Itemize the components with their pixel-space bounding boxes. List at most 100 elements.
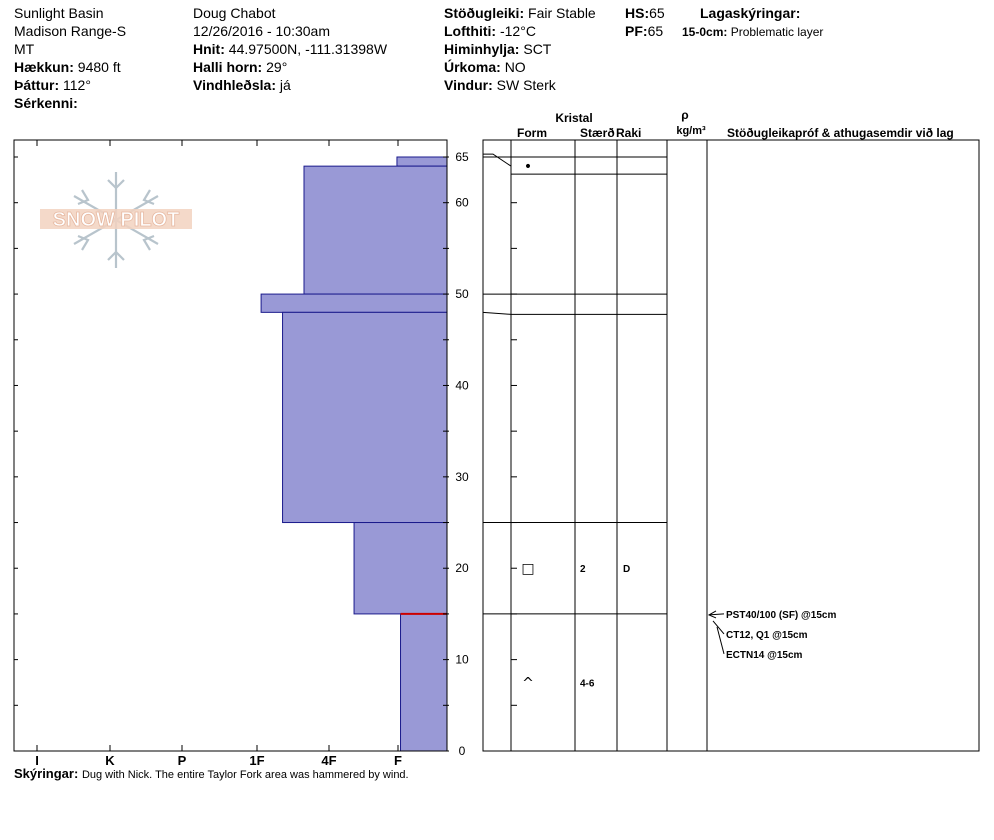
col-size: Stærð (580, 126, 615, 140)
layer-connector (482, 311, 512, 315)
hardness-bar (353, 522, 448, 615)
hs-label: HS: (625, 5, 650, 21)
crystal-form: ^ (522, 675, 534, 691)
test-pointer (712, 620, 725, 635)
sky-label: Himinhylja: (444, 41, 520, 57)
elevation-label: Hækkun: (14, 59, 74, 75)
stability-test-label: CT12, Q1 @15cm (726, 630, 808, 641)
aspect-label: Þáttur: (14, 77, 60, 93)
x-tick-label: F (394, 753, 402, 768)
x-tick-label: I (35, 753, 39, 768)
stability-test-label: ECTN14 @15cm (726, 650, 803, 661)
hs-value: 65 (649, 5, 665, 21)
crystal-moisture: D (623, 564, 630, 575)
location-line3: MT (14, 41, 35, 57)
snow-depth-block: HS:65 PF:65 (625, 4, 665, 40)
pf-value: 65 (647, 23, 664, 39)
stability-value: Fair Stable (528, 5, 596, 21)
slope-value: 29° (266, 59, 288, 75)
crystal-size: 4-6 (580, 678, 595, 689)
layer-connector (483, 153, 512, 167)
col-crystal: Kristal (555, 111, 592, 125)
y-tick-label: 50 (455, 287, 469, 301)
legend-range: 15-0cm: (682, 25, 728, 39)
features-label: Sérkenni: (14, 95, 78, 111)
location-line1: Sunlight Basin (14, 5, 104, 21)
location-block: Sunlight Basin Madison Range-S MT Hækkun… (14, 4, 126, 112)
conditions-block: Stöðugleiki: Fair Stable Lofthiti: -12°C… (444, 4, 596, 94)
aspect: Þáttur: 112° (14, 76, 126, 94)
comments: Skýringar: Dug with Nick. The entire Tay… (14, 766, 409, 781)
coords-label: Hnit: (193, 41, 225, 57)
datetime: 12/26/2016 - 10:30am (193, 23, 330, 39)
col-moisture: Raki (616, 126, 641, 140)
observer: Doug Chabot (193, 5, 276, 21)
chart-layer: 0 10 20 30 40 50 60 65 I K P 1F 4F F • □ 2 D ^ 4-6 PST40/100… (13, 139, 980, 768)
legend-title: Lagaskýringar: (700, 5, 801, 21)
comments-text: Dug with Nick. The entire Taylor Fork ar… (81, 769, 409, 781)
legend-text: Problematic layer (730, 25, 824, 39)
snow-profile-chart: 0 10 20 30 40 50 60 65 I K P 1F 4F F • □ 2 D ^ 4-6 PST40/100… (13, 108, 980, 768)
observation-block: Doug Chabot 12/26/2016 - 10:30am Hnit: 4… (193, 4, 387, 94)
snowpilot-logo: SNOW PILOT (40, 172, 192, 268)
crystal-form: □ (521, 561, 534, 577)
chart-frame (13, 139, 448, 752)
col-density-unit: kg/m³ (676, 125, 706, 137)
precipitation: Úrkoma: NO (444, 58, 596, 76)
hardness-bar (400, 613, 448, 752)
col-stability-tests: Stöðugleikapróf & athugasemdir við lag (727, 126, 954, 140)
crystal-size: 2 (580, 564, 586, 575)
logo-text: SNOW PILOT (53, 209, 180, 231)
sky-cover: Himinhylja: SCT (444, 40, 596, 58)
aspect-value: 112° (63, 77, 91, 93)
elevation: Hækkun: 9480 ft (14, 58, 126, 76)
y-tick-label: 10 (455, 653, 469, 667)
y-tick-label: 0 (459, 744, 466, 758)
y-tick-label: 30 (455, 470, 469, 484)
air-temp: Lofthiti: -12°C (444, 22, 596, 40)
y-tick-label: 65 (455, 150, 469, 164)
hardness-bar (282, 311, 448, 524)
coords-value: 44.97500N, -111.31398W (228, 41, 388, 57)
pf-label: PF: (625, 23, 648, 39)
stability-test-label: PST40/100 (SF) @15cm (726, 610, 836, 621)
test-pointer (708, 613, 725, 616)
comments-label: Skýringar: (14, 766, 79, 781)
precip-value: NO (504, 59, 526, 75)
wind-label: Vindur: (444, 77, 493, 93)
crystal-form: • (524, 159, 532, 175)
pf: PF:65 (625, 22, 665, 40)
location-line2: Madison Range-S (14, 23, 127, 39)
wind-loading: Vindhleðsla: já (193, 76, 387, 94)
hardness-bar (303, 165, 448, 295)
air-temp-value: -12°C (499, 23, 536, 39)
x-tick-label: 1F (249, 753, 264, 768)
test-pointer (716, 626, 725, 655)
wind-loading-label: Vindhleðsla: (193, 77, 276, 93)
wind: Vindur: SW Sterk (444, 76, 596, 94)
y-tick-label: 60 (455, 196, 469, 210)
legend-entry: 15-0cm: Problematic layer (682, 23, 823, 41)
y-tick-label: 40 (455, 378, 469, 392)
hardness-bar (260, 293, 448, 313)
legend-block: Lagaskýringar: (700, 4, 800, 22)
air-temp-label: Lofthiti: (444, 23, 497, 39)
col-form: Form (517, 126, 547, 140)
x-tick-label: 4F (321, 753, 336, 768)
slope-label: Halli horn: (193, 59, 263, 75)
sky-value: SCT (523, 41, 552, 57)
elevation-value: 9480 ft (77, 59, 121, 75)
hs: HS:65 (625, 4, 665, 22)
table-frame (482, 139, 980, 752)
stability: Stöðugleiki: Fair Stable (444, 4, 596, 22)
slope-angle: Halli horn: 29° (193, 58, 387, 76)
wind-loading-value: já (279, 77, 291, 93)
wind-value: SW Sterk (496, 77, 556, 93)
coordinates: Hnit: 44.97500N, -111.31398W (193, 40, 387, 58)
col-rho: ρ (681, 108, 688, 122)
y-tick-label: 20 (455, 561, 469, 575)
precip-label: Úrkoma: (444, 59, 501, 75)
stability-label: Stöðugleiki: (444, 5, 525, 21)
x-tick-label: K (105, 753, 115, 768)
hardness-bar (396, 156, 448, 167)
